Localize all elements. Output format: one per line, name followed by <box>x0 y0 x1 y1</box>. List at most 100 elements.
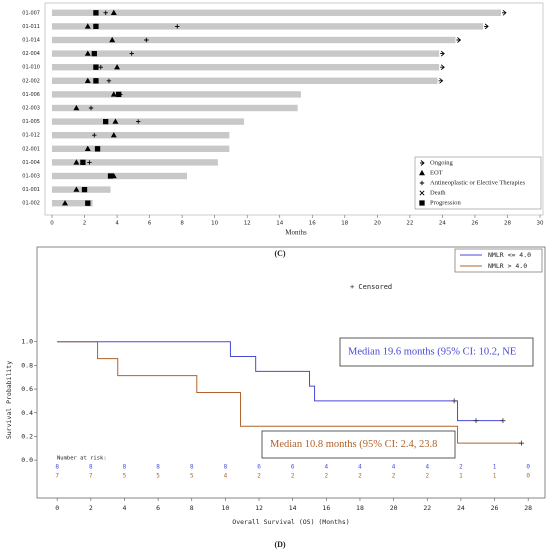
square-marker <box>93 64 99 70</box>
bar <box>52 91 301 98</box>
x-tick-label: 14 <box>289 504 297 512</box>
risk-count: 6 <box>291 464 295 471</box>
x-tick-label: 8 <box>190 504 194 512</box>
x-tick-label: 12 <box>255 504 263 512</box>
square-marker <box>93 78 99 84</box>
risk-count: 2 <box>425 473 429 480</box>
y-tick-label: 0.2 <box>21 432 33 440</box>
arrow-marker <box>484 23 489 30</box>
plus-marker <box>87 160 92 165</box>
x-tick-label: 12 <box>244 221 251 227</box>
panel-label: (C) <box>274 249 285 258</box>
risk-count: 5 <box>123 473 127 480</box>
triangle-marker <box>73 186 80 192</box>
plus-marker <box>129 51 134 56</box>
cross-marker <box>419 190 425 196</box>
x-tick-label: 20 <box>374 221 381 227</box>
censor-mark <box>500 418 506 424</box>
row-label: 02-002 <box>22 78 40 84</box>
panel-label: (D) <box>274 540 285 549</box>
triangle-marker <box>62 200 68 206</box>
x-tick-label: 0 <box>55 504 59 512</box>
square-marker <box>85 200 91 206</box>
triangle-marker <box>419 169 425 176</box>
bar <box>52 50 440 57</box>
square-marker <box>81 186 88 193</box>
bar <box>52 145 230 152</box>
risk-count: 2 <box>257 473 261 480</box>
bar <box>52 77 438 84</box>
plot-frame <box>44 2 544 216</box>
risk-count: 1 <box>459 473 463 480</box>
x-tick-label: 14 <box>276 221 283 227</box>
x-tick-label: 6 <box>148 221 152 227</box>
bar <box>52 104 298 112</box>
annotation: Median 10.8 months (95% CI: 2.4, 23.8 <box>270 439 437 450</box>
risk-count: 5 <box>156 473 160 480</box>
legend-label: Antineoplastic or Elective Therapies <box>430 179 525 186</box>
square-marker <box>116 91 122 98</box>
arrow-marker <box>456 37 462 43</box>
survival-curve <box>57 341 503 422</box>
x-tick-label: 0 <box>50 221 54 227</box>
censored-legend: + Censored <box>350 283 392 291</box>
bar <box>52 186 111 193</box>
row-label: 01-005 <box>22 119 40 125</box>
row-label: 01-002 <box>22 201 40 207</box>
arrow-marker <box>501 9 507 16</box>
risk-count: 8 <box>55 464 59 471</box>
row-label: 01-011 <box>22 24 40 30</box>
plus-marker <box>106 78 112 83</box>
triangle-marker <box>84 77 91 84</box>
square-marker <box>107 173 114 179</box>
row-label: 01-004 <box>22 160 40 166</box>
risk-count: 4 <box>224 473 228 480</box>
x-tick-label: 26 <box>471 221 478 227</box>
plus-marker <box>98 65 103 70</box>
y-axis-label: Survival Probability <box>5 361 13 439</box>
x-tick-label: 26 <box>491 504 499 512</box>
legend-label: NMLR <= 4.0 <box>488 251 531 259</box>
square-marker <box>419 200 425 206</box>
x-tick-label: 30 <box>537 221 544 227</box>
arrow-marker <box>420 160 425 166</box>
bar <box>52 9 501 16</box>
x-tick-label: 6 <box>156 504 160 512</box>
survival-curve <box>57 341 522 444</box>
row-label: 01-014 <box>22 38 40 44</box>
plus-marker <box>175 24 180 29</box>
x-tick-label: 10 <box>221 504 229 512</box>
y-tick-label: 0.6 <box>21 385 33 393</box>
square-marker <box>94 146 101 152</box>
row-label: 01-010 <box>22 65 40 71</box>
x-tick-label: 16 <box>309 221 316 227</box>
censor-mark <box>451 398 457 404</box>
y-tick-label: 0.4 <box>21 409 33 417</box>
risk-count: 4 <box>392 464 396 471</box>
triangle-marker <box>84 145 91 152</box>
arrow-marker <box>440 50 445 57</box>
bar <box>52 132 230 139</box>
censor-mark <box>473 418 479 424</box>
risk-count: 4 <box>358 464 362 471</box>
risk-count: 1 <box>493 464 497 471</box>
risk-count: 5 <box>190 473 194 480</box>
triangle-marker <box>73 159 80 165</box>
triangle-marker <box>84 50 91 56</box>
row-label: 01-001 <box>22 187 40 193</box>
x-tick-label: 28 <box>504 221 511 227</box>
x-tick-label: 16 <box>322 504 330 512</box>
legend-label: Progression <box>430 199 461 206</box>
risk-count: 2 <box>291 473 295 480</box>
x-tick-label: 22 <box>423 504 431 512</box>
risk-count: 2 <box>392 473 396 480</box>
bar <box>52 159 218 166</box>
x-tick-label: 2 <box>89 504 93 512</box>
x-tick-label: 4 <box>115 221 119 227</box>
legend-label: EOT <box>430 169 443 176</box>
legend-label: Death <box>430 189 446 196</box>
x-axis-label: Months <box>285 229 307 237</box>
y-tick-label: 0.8 <box>21 361 33 369</box>
risk-count: 0 <box>526 473 530 480</box>
